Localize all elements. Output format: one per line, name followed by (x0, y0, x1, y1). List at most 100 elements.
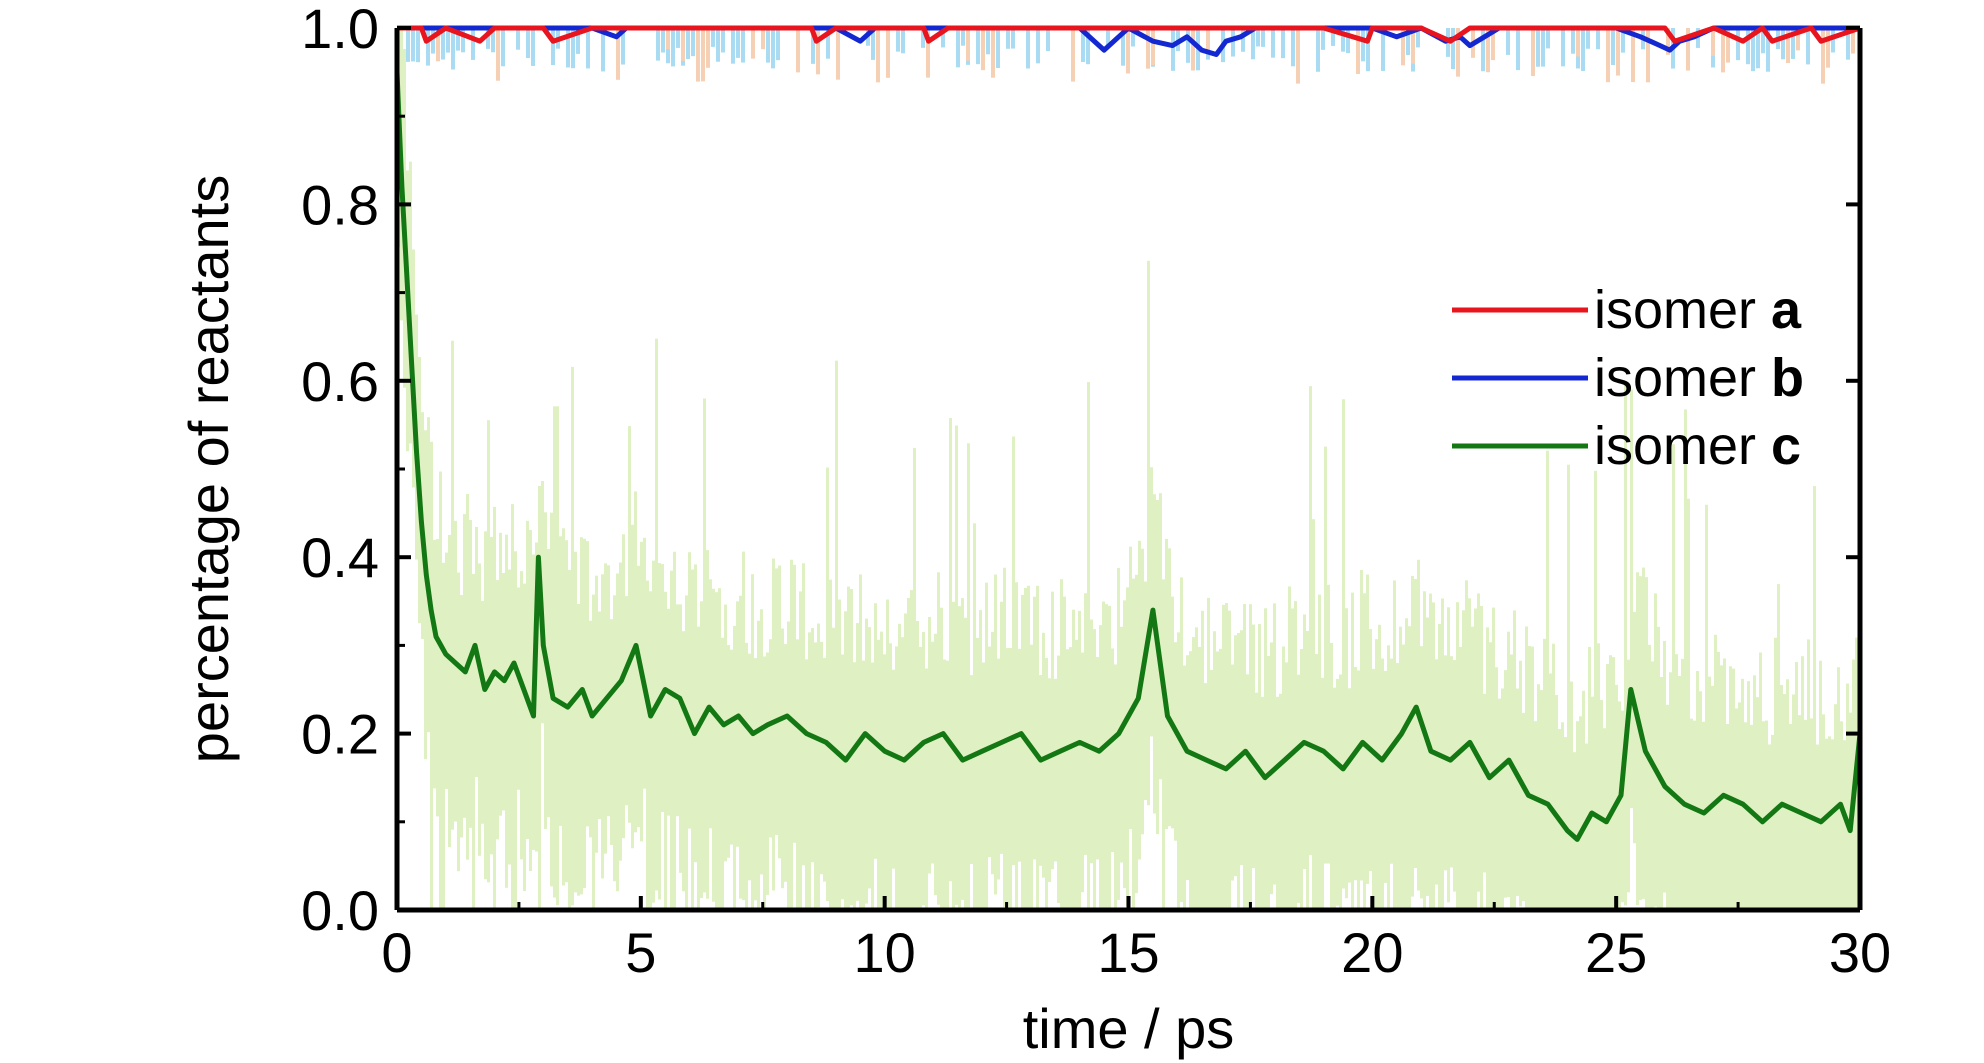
band-strip-b (711, 28, 715, 47)
band-strip-a (1411, 28, 1415, 64)
band-strip-c (1402, 644, 1405, 910)
band-strip-b (871, 28, 875, 60)
band-strip-c (784, 644, 787, 882)
band-strip-b (426, 28, 430, 66)
y-axis-title: percentage of reactants (177, 175, 240, 763)
band-strip-c (1621, 710, 1624, 903)
series-lines (394, 25, 1863, 842)
band-strip-b (516, 28, 520, 50)
band-strip-c (664, 591, 667, 910)
band-strip-c (502, 572, 505, 811)
band-strip-c (1360, 569, 1363, 881)
band-strip-c (1810, 718, 1813, 910)
band-strip-c (1312, 519, 1315, 910)
band-strip-a (981, 28, 985, 71)
band-strip-c (463, 514, 466, 818)
band-strip-c (910, 590, 913, 910)
band-strip-c (1114, 664, 1117, 910)
band-strip-c (490, 536, 493, 855)
band-strip-b (1561, 28, 1565, 67)
band-strip-b (441, 28, 445, 60)
band-strip-c (493, 506, 496, 910)
band-strip-c (1054, 678, 1057, 862)
band-strip-c (1048, 678, 1051, 883)
band-strip-c (1042, 632, 1045, 878)
band-strip-c (1357, 670, 1360, 910)
band-strip-b (1256, 28, 1260, 47)
band-strip-c (1738, 702, 1741, 910)
band-strip-c (1447, 607, 1450, 903)
band-strip-c (451, 340, 454, 830)
band-strip-c (1150, 467, 1153, 737)
band-strip-c (988, 646, 991, 858)
band-strip-c (610, 619, 613, 845)
legend-label-b: isomer b (1594, 348, 1804, 408)
band-strip-b (1781, 28, 1785, 60)
band-strip-c (697, 626, 700, 910)
band-strip-c (712, 588, 715, 902)
band-strip-b (1406, 28, 1410, 56)
band-strip-a (1606, 28, 1610, 83)
band-strip-c (1336, 678, 1339, 906)
band-strip-b (1481, 28, 1485, 72)
band-strip-c (1756, 697, 1759, 910)
band-strip-c (1840, 721, 1843, 910)
band-strip-c (1219, 648, 1222, 910)
band-strip-c (682, 631, 685, 892)
band-strip-a (1356, 28, 1360, 74)
band-strip-c (1768, 744, 1771, 910)
band-strip-c (1690, 718, 1693, 910)
band-strip-a (1851, 28, 1855, 54)
band-strip-a (886, 28, 890, 78)
series-line-isomer-a (397, 25, 1861, 44)
band-strip-b (661, 28, 665, 53)
band-strip-b (601, 28, 605, 72)
band-strip-c (1612, 657, 1615, 910)
band-strip-a (1796, 28, 1800, 51)
band-strip-b (1806, 28, 1810, 65)
band-strip-c (1582, 690, 1585, 910)
band-strip-c (745, 642, 748, 909)
band-strip-c (1732, 668, 1735, 910)
band-strip-c (481, 600, 484, 824)
band-strip-c (880, 631, 883, 910)
band-strip-c (871, 662, 874, 910)
band-strip-c (1192, 637, 1195, 910)
band-strip-c (1018, 648, 1021, 862)
band-strip-b (986, 28, 990, 55)
band-strip-a (836, 28, 840, 80)
band-strip-b (811, 28, 815, 64)
band-strip-c (946, 660, 949, 910)
band-strip-c (496, 580, 499, 840)
band-strip-b (1761, 28, 1765, 54)
band-strip-a (1646, 28, 1650, 83)
band-strip-b (691, 28, 695, 57)
band-strip-c (661, 564, 664, 812)
band-strip-c (1438, 623, 1441, 910)
band-strip-c (955, 425, 958, 905)
band-strip-c (1597, 643, 1600, 910)
band-strip-a (496, 28, 500, 81)
band-strip-b (1831, 28, 1835, 53)
band-strip-c (835, 360, 838, 911)
band-strip-b (1546, 28, 1550, 49)
band-strip-a (1401, 28, 1405, 66)
band-strip-c (1234, 635, 1237, 877)
band-strip-b (566, 28, 570, 68)
band-strip-a (1616, 28, 1620, 76)
band-strip-c (1285, 662, 1288, 910)
band-strip-c (1705, 504, 1708, 910)
band-strip-b (671, 28, 675, 67)
band-strip-b (1341, 28, 1345, 52)
band-strip-b (1086, 28, 1090, 65)
band-strip-c (967, 443, 970, 910)
band-strip-c (1105, 604, 1108, 910)
band-strip-c (685, 595, 688, 910)
band-strip-c (1549, 673, 1552, 910)
band-strip-a (926, 28, 930, 78)
band-strip-c (1174, 642, 1177, 841)
band-strip-c (1477, 593, 1480, 892)
band-strip-b (1381, 28, 1385, 71)
band-strip-c (1678, 676, 1681, 910)
band-strip-c (568, 569, 571, 910)
